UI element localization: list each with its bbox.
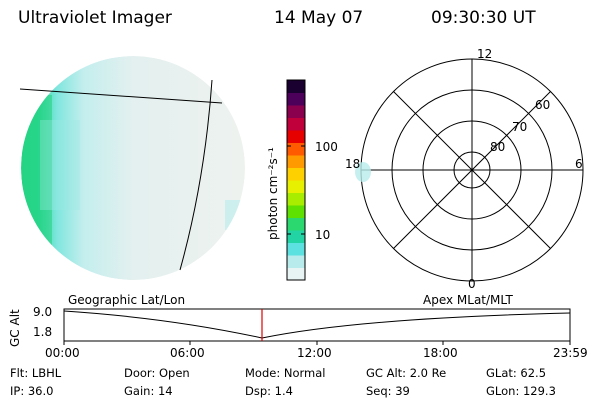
info-seq: Seq: 39	[366, 384, 410, 398]
polar-aurora-patch	[355, 162, 371, 182]
mlt-label-0: 0	[468, 277, 476, 291]
colorbar-segment	[287, 92, 305, 106]
colorbar-segment	[287, 105, 305, 118]
colorbar-tick-100: 100	[315, 140, 338, 154]
info-ip: IP: 36.0	[10, 384, 54, 398]
date-label: 14 May 07	[274, 8, 364, 28]
info-mode: Mode: Normal	[245, 366, 326, 380]
colorbar	[286, 79, 306, 281]
colorbar-tick-10: 10	[315, 228, 331, 242]
info-glon: GLon: 129.3	[486, 384, 556, 398]
instrument-title: Ultraviolet Imager	[18, 8, 172, 28]
timeline-y-tick-bottom: 1.8	[33, 325, 53, 339]
timeline-right-title: Apex MLat/MLT	[423, 293, 513, 307]
colorbar-border	[286, 79, 306, 281]
timeline-y-tick-top: 9.0	[33, 305, 53, 319]
info-dsp: Dsp: 1.4	[245, 384, 293, 398]
polar-plot	[360, 58, 584, 282]
timeline-left-title: Geographic Lat/Lon	[68, 293, 186, 307]
time-label: 09:30:30 UT	[431, 8, 536, 28]
colorbar-segment	[287, 130, 305, 143]
timeline-x-tick-2359: 23:59	[553, 346, 588, 360]
info-filter: Flt: LBHL	[10, 366, 62, 380]
timeline-plot	[63, 308, 571, 345]
colorbar-segment	[287, 142, 305, 156]
mlt-label-12: 12	[477, 47, 493, 61]
colorbar-segment	[287, 217, 305, 231]
timeline-x-tick-0600: 06:00	[170, 346, 205, 360]
mlt-label-6: 6	[575, 157, 583, 171]
lat-boundary-line	[19, 88, 223, 104]
colorbar-segment	[287, 155, 305, 168]
info-gc-alt: GC Alt: 2.0 Re	[366, 366, 447, 380]
colorbar-unit-label: photon cm⁻²s⁻¹	[266, 147, 280, 240]
colorbar-segment	[287, 255, 305, 268]
lon-boundary-line	[179, 79, 213, 271]
mlt-label-18: 18	[345, 157, 361, 171]
timeline-y-label: GC Alt	[8, 309, 22, 347]
mlat-label-60: 60	[535, 98, 551, 112]
colorbar-segment	[287, 117, 305, 131]
info-glat: GLat: 62.5	[486, 366, 547, 380]
mlat-label-70: 70	[512, 120, 528, 134]
colorbar-segment	[287, 192, 305, 206]
colorbar-segment	[287, 242, 305, 256]
colorbar-segment	[287, 267, 305, 281]
colorbar-ticks	[287, 145, 305, 235]
colorbar-segment	[287, 230, 305, 243]
colorbar-segment	[287, 167, 305, 181]
info-gain: Gain: 14	[124, 384, 173, 398]
colorbar-segment	[287, 80, 305, 93]
timeline-x-tick-1800: 18:00	[423, 346, 458, 360]
colorbar-segment	[287, 205, 305, 218]
colorbar-segment	[287, 180, 305, 193]
uv-disk-image	[19, 56, 245, 280]
mlat-label-80: 80	[490, 140, 506, 154]
timeline-x-tick-1200: 12:00	[297, 346, 332, 360]
info-door: Door: Open	[124, 366, 190, 380]
timeline-x-tick-0000: 00:00	[45, 346, 80, 360]
